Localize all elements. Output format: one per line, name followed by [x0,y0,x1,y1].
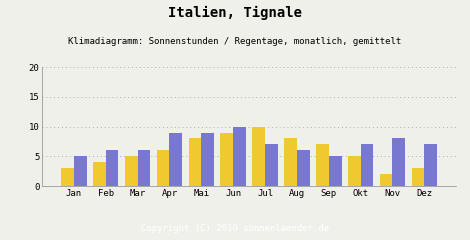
Bar [316,144,329,186]
Bar [106,150,118,186]
Bar [74,156,86,186]
Bar [157,150,170,186]
Bar [93,162,106,186]
Bar [188,138,201,186]
Bar [138,150,150,186]
Bar [201,132,214,186]
Text: Copyright (C) 2010 sonnenlaender.de: Copyright (C) 2010 sonnenlaender.de [141,224,329,234]
Bar [297,150,310,186]
Bar [61,168,74,186]
Bar [412,168,424,186]
Bar [220,132,233,186]
Bar [360,144,373,186]
Text: Klimadiagramm: Sonnenstunden / Regentage, monatlich, gemittelt: Klimadiagramm: Sonnenstunden / Regentage… [68,37,402,46]
Bar [348,156,360,186]
Bar [392,138,405,186]
Bar [380,174,392,186]
Text: Italien, Tignale: Italien, Tignale [168,6,302,20]
Bar [170,132,182,186]
Bar [284,138,297,186]
Bar [265,144,278,186]
Bar [252,127,265,186]
Bar [424,144,437,186]
Bar [233,127,246,186]
Bar [329,156,342,186]
Bar [125,156,138,186]
